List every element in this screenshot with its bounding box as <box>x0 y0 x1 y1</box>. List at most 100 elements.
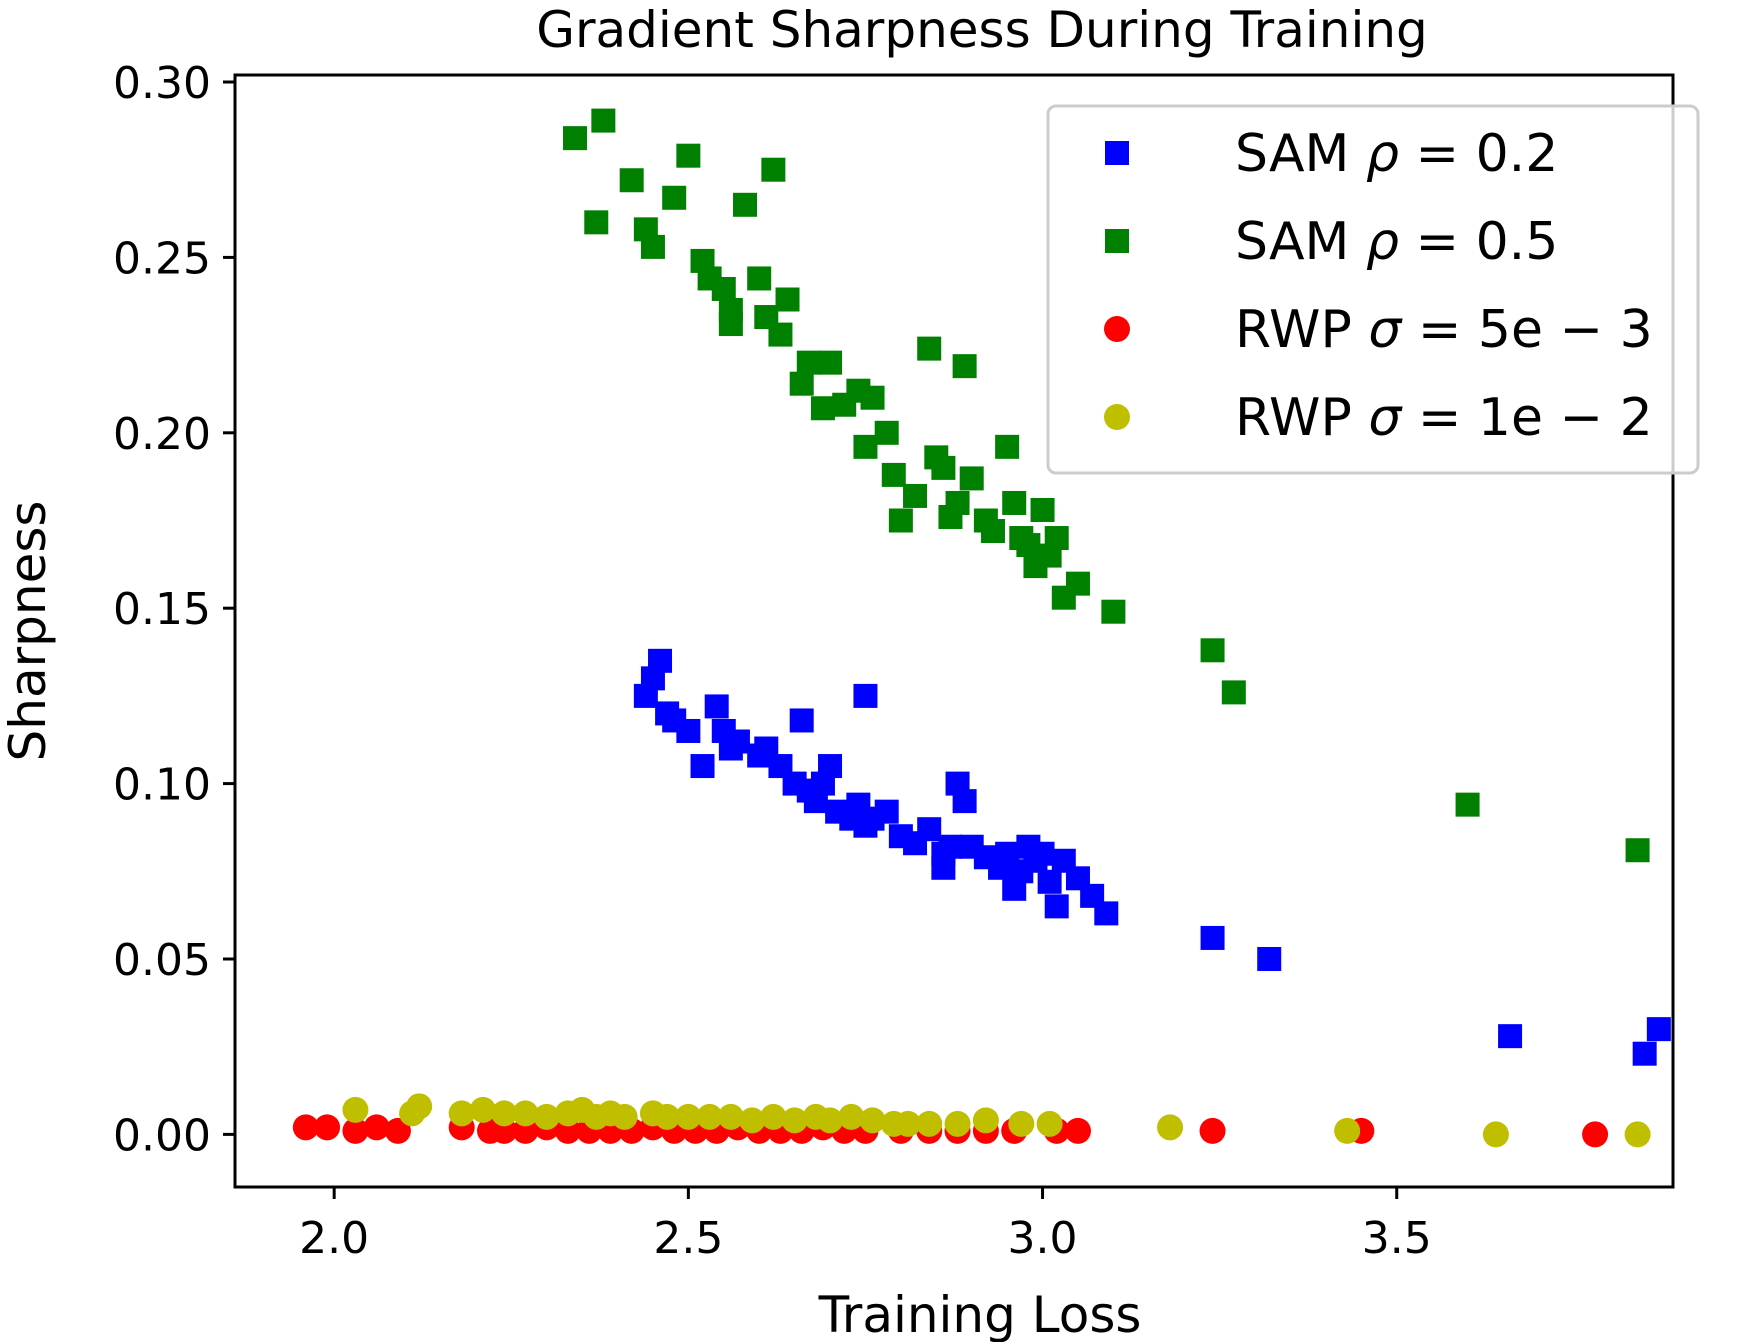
x-axis-title: Training Loss <box>818 1286 1142 1342</box>
data-point <box>881 462 906 487</box>
x-tick-label: 2.5 <box>653 1213 723 1264</box>
data-point <box>733 192 758 217</box>
y-tick-label: 0.05 <box>113 935 211 986</box>
data-point <box>853 434 878 459</box>
y-tick-label: 0.30 <box>113 58 211 109</box>
data-point <box>363 1114 390 1141</box>
data-point <box>675 1103 702 1130</box>
data-point <box>810 396 835 421</box>
data-point <box>1030 841 1055 866</box>
data-point <box>796 350 821 375</box>
data-point <box>818 350 843 375</box>
y-tick-label: 0.10 <box>113 760 211 811</box>
data-point <box>1002 490 1027 515</box>
data-point <box>1064 1117 1091 1144</box>
data-point <box>931 455 956 480</box>
data-point <box>611 1103 638 1130</box>
data-points <box>292 108 1671 1148</box>
data-point <box>995 434 1020 459</box>
data-point <box>747 266 772 291</box>
data-point <box>1455 792 1480 817</box>
data-point <box>944 1110 971 1137</box>
data-point <box>512 1100 539 1127</box>
data-point <box>1200 925 1225 950</box>
data-point <box>292 1114 319 1141</box>
data-point <box>760 1103 787 1130</box>
data-point <box>1016 533 1041 558</box>
data-point <box>817 1107 844 1134</box>
data-point <box>945 490 970 515</box>
data-point <box>591 108 616 133</box>
y-axis-ticks: 0.00 0.05 0.10 0.15 0.20 0.25 0.30 <box>113 58 235 1161</box>
data-point <box>768 322 793 347</box>
data-point <box>676 143 701 168</box>
data-point <box>931 855 956 880</box>
data-point <box>406 1093 433 1120</box>
data-point <box>584 210 609 235</box>
data-point <box>761 157 786 182</box>
data-point <box>894 1110 921 1137</box>
x-tick-label: 3.0 <box>1008 1213 1078 1264</box>
data-point <box>838 1103 865 1130</box>
series-0-points <box>633 648 1671 1066</box>
legend-label: SAM ρ = 0.5 <box>1235 212 1558 272</box>
data-point <box>662 185 687 210</box>
data-point <box>696 1103 723 1130</box>
data-point <box>1625 838 1650 863</box>
data-point <box>917 336 942 361</box>
data-point <box>917 817 942 842</box>
chart-title: Gradient Sharpness During Training <box>536 1 1428 59</box>
data-point <box>1101 599 1126 624</box>
legend-label: RWP σ = 5e − 3 <box>1235 300 1653 360</box>
data-point <box>676 718 701 743</box>
data-point <box>781 1107 808 1134</box>
data-point <box>384 1117 411 1144</box>
data-point <box>711 276 736 301</box>
data-point <box>648 648 673 673</box>
data-point <box>859 1107 886 1134</box>
data-point <box>818 754 843 779</box>
data-point <box>952 789 977 814</box>
data-point <box>1065 571 1090 596</box>
data-point <box>563 126 588 151</box>
data-point <box>654 1103 681 1130</box>
legend-box <box>1046 104 1700 475</box>
y-tick-label: 0.15 <box>113 584 211 635</box>
data-point <box>972 1107 999 1134</box>
y-tick-label: 0.00 <box>113 1110 211 1161</box>
data-point <box>640 234 665 259</box>
data-point <box>1094 901 1119 926</box>
data-point <box>1221 680 1246 705</box>
data-point <box>1008 1110 1035 1137</box>
data-point <box>903 483 928 508</box>
y-tick-label: 0.25 <box>113 233 211 284</box>
legend-marker <box>1104 404 1130 430</box>
legend-marker <box>1104 316 1130 342</box>
plot-frame <box>233 73 1675 1189</box>
data-point <box>980 519 1005 544</box>
data-point <box>860 385 885 410</box>
data-point <box>342 1096 369 1123</box>
data-point <box>952 354 977 379</box>
data-point <box>1157 1114 1184 1141</box>
legend-marker <box>1105 141 1129 165</box>
data-point <box>1582 1121 1609 1148</box>
x-tick-label: 3.5 <box>1362 1213 1432 1264</box>
data-point <box>718 312 743 337</box>
series-1-points <box>563 108 1650 863</box>
series-3-points <box>342 1093 1651 1148</box>
data-point <box>725 729 750 754</box>
data-point <box>1200 638 1225 663</box>
data-point <box>1624 1121 1651 1148</box>
data-point <box>789 371 814 396</box>
data-point <box>938 834 963 859</box>
data-point <box>1030 497 1055 522</box>
data-point <box>916 1110 943 1137</box>
data-point <box>959 466 984 491</box>
data-point <box>533 1103 560 1130</box>
data-point <box>314 1114 341 1141</box>
data-point <box>1199 1117 1226 1144</box>
data-point <box>1044 526 1069 551</box>
data-point <box>874 799 899 824</box>
data-point <box>1482 1121 1509 1148</box>
